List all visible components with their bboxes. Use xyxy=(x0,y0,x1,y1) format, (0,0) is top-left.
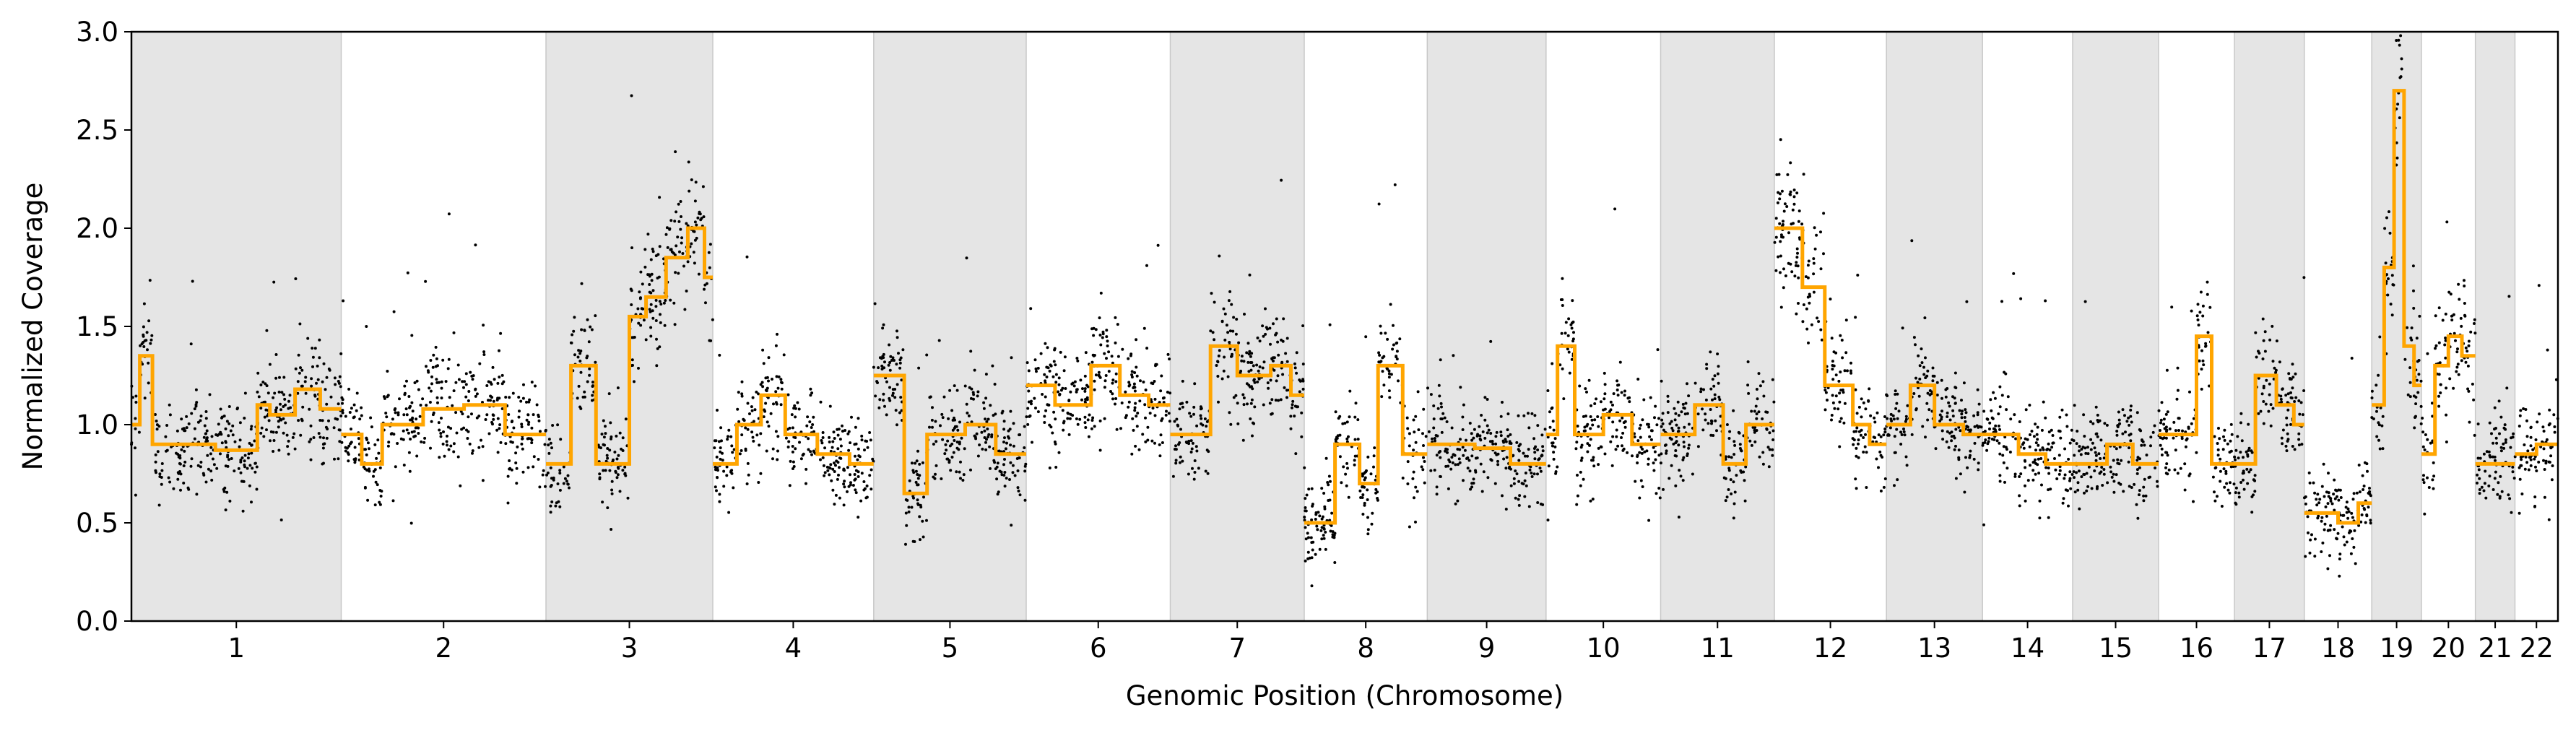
chromosome-band-1 xyxy=(131,31,342,622)
segment-line-1 xyxy=(131,354,342,452)
coverage-points-4 xyxy=(713,255,875,519)
x-tick-label-17: 17 xyxy=(2252,633,2286,664)
segment-line-12 xyxy=(1774,226,1887,446)
chromosome-band-21 xyxy=(2474,31,2516,622)
segment-line-8 xyxy=(1304,363,1428,525)
segment-line-5 xyxy=(873,373,1026,495)
y-tick-label-3.0: 3.0 xyxy=(76,17,118,48)
segment-line-18 xyxy=(2304,501,2372,525)
x-tick-label-12: 12 xyxy=(1813,633,1847,664)
segment-line-16 xyxy=(2159,334,2234,466)
coverage-points-21 xyxy=(2476,295,2516,514)
coverage-points-20 xyxy=(2421,220,2477,516)
chromosome-band-13 xyxy=(1886,31,1983,622)
x-tick-label-18: 18 xyxy=(2321,633,2355,664)
segment-line-3 xyxy=(546,226,713,466)
x-tick-label-19: 19 xyxy=(2380,633,2414,664)
coverage-points-6 xyxy=(1025,243,1172,469)
x-tick-label-13: 13 xyxy=(1917,633,1951,664)
segment-lines xyxy=(131,89,2558,525)
y-tick-label-1.0: 1.0 xyxy=(76,409,118,441)
x-tick-label-21: 21 xyxy=(2479,633,2512,664)
segment-line-15 xyxy=(2073,442,2159,466)
segment-line-7 xyxy=(1170,344,1304,437)
coverage-points-18 xyxy=(2303,357,2372,578)
x-tick-label-14: 14 xyxy=(2011,633,2044,664)
y-tick-label-2.0: 2.0 xyxy=(76,213,118,244)
chromosome-band-11 xyxy=(1660,31,1775,622)
coverage-points-5 xyxy=(872,256,1028,546)
y-axis-label: Normalized Coverage xyxy=(17,183,48,471)
x-tick-label-4: 4 xyxy=(785,633,802,664)
coverage-points-16 xyxy=(2157,280,2236,508)
chromosome-band-9 xyxy=(1426,31,1547,622)
x-tick-label-11: 11 xyxy=(1701,633,1735,664)
coverage-points-10 xyxy=(1546,207,1662,522)
chromosome-bands xyxy=(131,31,2516,622)
x-axis-label: Genomic Position (Chromosome) xyxy=(1126,680,1564,711)
x-tick-label-15: 15 xyxy=(2099,633,2133,664)
x-tick-label-10: 10 xyxy=(1587,633,1621,664)
coverage-points-22 xyxy=(2513,284,2559,521)
x-tick-label-3: 3 xyxy=(621,633,638,664)
segment-line-11 xyxy=(1660,403,1774,466)
y-axis: 0.0 0.5 1.0 1.5 2.0 2.5 3.0 xyxy=(76,17,131,637)
segment-line-10 xyxy=(1545,344,1661,446)
plot-frame xyxy=(130,30,2559,623)
x-tick-label-5: 5 xyxy=(942,633,959,664)
coverage-points-8 xyxy=(1303,183,1428,588)
segment-line-9 xyxy=(1427,442,1546,466)
segment-line-6 xyxy=(1026,363,1171,407)
x-axis: 1 2 3 4 5 6 7 8 9 10 11 12 13 14 15 16 17 18 19 20 21 22 xyxy=(227,621,2554,664)
y-tick-label-0.0: 0.0 xyxy=(76,606,118,637)
x-tick-label-6: 6 xyxy=(1090,633,1107,664)
segment-line-19 xyxy=(2372,89,2421,407)
x-tick-label-2: 2 xyxy=(435,633,452,664)
x-tick-label-22: 22 xyxy=(2520,633,2554,664)
chromosome-band-15 xyxy=(2072,31,2159,622)
segment-line-22 xyxy=(2515,442,2558,456)
chromosome-band-7 xyxy=(1169,31,1305,622)
segment-line-2 xyxy=(341,403,546,466)
segment-line-20 xyxy=(2421,334,2476,456)
y-tick-label-0.5: 0.5 xyxy=(76,508,118,539)
segment-line-17 xyxy=(2234,373,2304,466)
coverage-points-2 xyxy=(340,212,547,525)
x-tick-label-7: 7 xyxy=(1228,633,1246,664)
x-tick-label-20: 20 xyxy=(2432,633,2466,664)
chromosome-band-17 xyxy=(2234,31,2305,622)
x-tick-label-9: 9 xyxy=(1478,633,1496,664)
segment-line-14 xyxy=(1982,433,2073,466)
x-tick-label-1: 1 xyxy=(227,633,245,664)
chromosome-band-19 xyxy=(2371,31,2422,622)
chromosome-band-5 xyxy=(873,31,1027,622)
coverage-points xyxy=(130,34,2559,588)
coverage-points-14 xyxy=(1981,272,2074,526)
x-tick-label-16: 16 xyxy=(2180,633,2213,664)
x-tick-label-8: 8 xyxy=(1357,633,1374,664)
segment-line-13 xyxy=(1886,383,1983,437)
y-tick-label-1.5: 1.5 xyxy=(76,311,118,342)
segment-line-4 xyxy=(713,393,874,466)
y-tick-label-2.5: 2.5 xyxy=(76,115,118,146)
